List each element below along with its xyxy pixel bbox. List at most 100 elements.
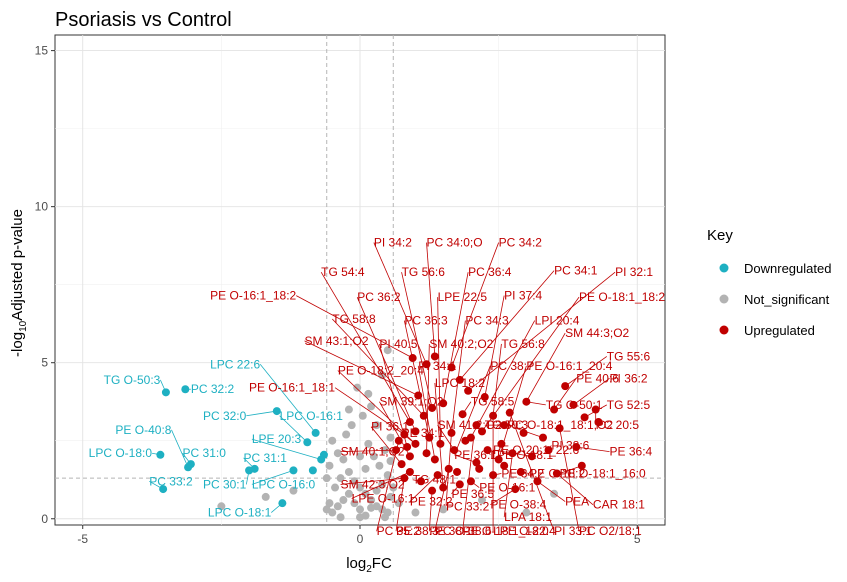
label-leader-line bbox=[434, 468, 450, 532]
label-leader-line bbox=[481, 296, 580, 432]
point-label: LPC 18:2 bbox=[435, 376, 485, 390]
x-tick-label: -5 bbox=[77, 532, 88, 546]
point-label: LPE O-18:1 bbox=[490, 448, 553, 462]
data-point-not-significant bbox=[325, 461, 334, 470]
label-leader-line bbox=[559, 428, 580, 532]
label-leader-line bbox=[526, 401, 546, 406]
point-label: SM 40:2;O2 bbox=[429, 337, 493, 351]
point-label: PE O-18:1_18:0 bbox=[463, 524, 549, 538]
point-label: TG 58:8 bbox=[332, 312, 376, 326]
data-point-not-significant bbox=[367, 496, 376, 505]
label-leader-line bbox=[451, 320, 466, 433]
label-leader-line bbox=[506, 424, 544, 438]
legend-title: Key bbox=[707, 227, 733, 244]
point-label: PE 38:1 bbox=[429, 524, 472, 538]
data-point-not-significant bbox=[439, 505, 448, 514]
point-label: TG 58:5 bbox=[471, 395, 515, 409]
label-leader-line bbox=[251, 470, 294, 485]
point-label: TG 48:1 bbox=[413, 473, 457, 487]
label-leader-line bbox=[467, 271, 616, 392]
data-point-not-significant bbox=[336, 513, 345, 522]
label-leader-line bbox=[376, 440, 400, 532]
x-tick-label: 5 bbox=[634, 532, 641, 546]
data-point-not-significant bbox=[356, 513, 364, 522]
point-label: SM 41:2;O2 bbox=[438, 418, 502, 432]
point-label: PE O-18:2 bbox=[529, 467, 585, 481]
point-label: PI 36:1 bbox=[371, 420, 409, 434]
data-point-not-significant bbox=[339, 455, 348, 464]
point-label: PC 38:7 bbox=[490, 359, 534, 373]
x-axis-title: log2FC bbox=[346, 555, 392, 575]
label-leader-line bbox=[509, 412, 555, 532]
label-leader-line bbox=[401, 432, 416, 445]
point-label: LPC O-16:0 bbox=[252, 477, 316, 491]
data-point-not-significant bbox=[367, 402, 376, 411]
data-point-not-significant bbox=[358, 411, 367, 420]
data-point-not-significant bbox=[289, 486, 298, 495]
point-label: PC 31:0 bbox=[183, 446, 227, 460]
legend-entry-label: Downregulated bbox=[744, 261, 831, 276]
point-label: PC 36:2 bbox=[357, 290, 401, 304]
legend-marker bbox=[719, 294, 729, 304]
point-label: PC 36:3 bbox=[404, 314, 448, 328]
legend-entries: Downregulated Not_significant Upregulated bbox=[719, 261, 831, 338]
point-label: SM 42:3;O2 bbox=[341, 477, 405, 491]
data-point-upregulated bbox=[475, 464, 484, 473]
data-point-not-significant bbox=[350, 499, 359, 508]
label-leader-line bbox=[151, 452, 161, 456]
data-point-upregulated bbox=[497, 439, 506, 448]
point-label: PI 40:5 bbox=[379, 337, 417, 351]
label-leader-line bbox=[490, 488, 516, 506]
label-leader-line bbox=[340, 449, 397, 453]
point-labels: TG O-50:3 PC 32:2 PE O-40:8 LPC O-18:0 PC 31… bbox=[89, 236, 666, 539]
point-label: PE O-18:2_20:4 bbox=[338, 364, 424, 378]
data-point-not-significant bbox=[333, 502, 342, 511]
point-label: PC O-38:6 bbox=[435, 524, 492, 538]
legend: Key Downregulated Not_significant Upregula… bbox=[707, 227, 831, 338]
point-label: PE O-16:1_20:4 bbox=[526, 359, 612, 373]
point-label: TG 52:5 bbox=[607, 398, 651, 412]
data-point-upregulated bbox=[519, 428, 528, 437]
point-label: TG O-50:1 bbox=[546, 398, 603, 412]
y-tick-label: 10 bbox=[35, 200, 49, 214]
label-leader-line bbox=[454, 454, 477, 463]
data-point-not-significant bbox=[375, 461, 384, 470]
point-label: PE O-40:8 bbox=[115, 423, 171, 437]
label-leader-line bbox=[331, 318, 425, 417]
label-leader-line bbox=[437, 424, 455, 451]
label-leader-line bbox=[251, 438, 322, 460]
point-label: PC 20:5 bbox=[596, 418, 640, 432]
y-tick-label: 5 bbox=[41, 356, 48, 370]
label-leader-line bbox=[573, 377, 610, 406]
point-label: TG 56:8 bbox=[501, 337, 545, 351]
label-leader-line bbox=[245, 470, 250, 485]
point-label: LPA 18:1 bbox=[504, 510, 552, 524]
label-leader-lines bbox=[149, 242, 616, 532]
label-leader-line bbox=[553, 378, 577, 410]
data-point-not-significant bbox=[261, 492, 270, 501]
point-label: PE O-20:1_22:6 bbox=[493, 443, 579, 457]
data-point-not-significant bbox=[372, 421, 381, 430]
data-point-not-significant bbox=[336, 474, 345, 483]
label-leader-line bbox=[379, 343, 408, 448]
point-label: PI 33:1 bbox=[554, 524, 592, 538]
point-label: PE 34:1 bbox=[402, 426, 445, 440]
data-point-not-significant bbox=[522, 508, 531, 517]
data-point-not-significant bbox=[353, 383, 362, 392]
data-point-not-significant bbox=[356, 452, 364, 461]
data-point-not-significant bbox=[322, 505, 331, 514]
point-label: PC O2/18:1 bbox=[579, 524, 642, 538]
label-leader-line bbox=[498, 365, 527, 460]
y-axis-title-rest: Adjusted p-value bbox=[9, 209, 26, 321]
point-label: PI 34:1 bbox=[418, 359, 456, 373]
label-leader-line bbox=[470, 320, 536, 438]
point-label: LPC O-18:1 bbox=[208, 506, 272, 520]
label-leader-line bbox=[451, 242, 500, 368]
y-tick-label: 0 bbox=[41, 512, 48, 526]
point-label: LPC O-16:1 bbox=[280, 409, 344, 423]
point-label: PC 33:2 bbox=[446, 499, 490, 513]
x-axis-ticks: -5 0 5 bbox=[77, 525, 641, 546]
point-label: PC 31:1 bbox=[244, 451, 288, 465]
